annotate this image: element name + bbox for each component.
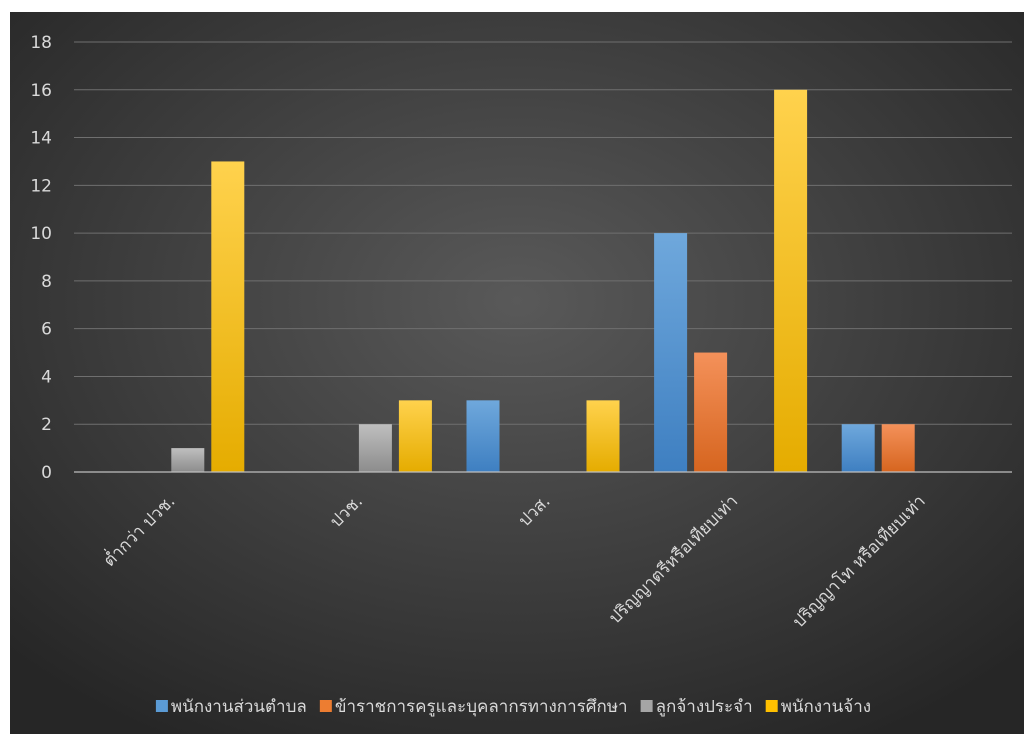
y-tick-label: 10 xyxy=(30,224,52,244)
legend-label: ข้าราชการครูและบุคลากรทางการศึกษา xyxy=(335,697,628,717)
bar-4-4 xyxy=(774,89,808,473)
y-tick-label: 12 xyxy=(30,176,52,196)
plot-background xyxy=(10,12,1024,734)
y-tick-label: 6 xyxy=(41,320,52,340)
legend-label: พนักงานจ้าง xyxy=(781,697,871,717)
legend-item: พนักงานจ้าง xyxy=(765,697,871,717)
y-tick-label: 14 xyxy=(30,129,52,149)
legend-label: ลูกจ้างประจำ xyxy=(656,697,753,717)
y-tick-label: 18 xyxy=(30,33,52,53)
legend-item: พนักงานส่วนตำบล xyxy=(155,697,307,717)
bar-2-4 xyxy=(694,352,728,472)
bar-4-1 xyxy=(211,161,245,472)
legend-item: ข้าราชการครูและบุคลากรทางการศึกษา xyxy=(319,697,628,717)
legend-swatch xyxy=(155,700,168,712)
bar-4-2 xyxy=(398,400,432,472)
legend-swatch xyxy=(765,700,778,712)
bar-3-2 xyxy=(358,424,392,472)
y-tick-label: 16 xyxy=(30,81,52,101)
legend-swatch xyxy=(319,700,332,712)
y-tick-label: 2 xyxy=(41,415,52,435)
legend-label: พนักงานส่วนตำบล xyxy=(171,697,307,717)
y-tick-label: 8 xyxy=(41,272,52,292)
y-tick-label: 0 xyxy=(41,463,52,483)
bar-1-3 xyxy=(466,400,500,472)
y-tick-label: 4 xyxy=(41,367,52,387)
bar-1-5 xyxy=(841,424,875,472)
legend-item: ลูกจ้างประจำ xyxy=(640,697,753,717)
bar-4-3 xyxy=(586,400,620,472)
bar-3-1 xyxy=(171,448,205,472)
legend-swatch xyxy=(640,700,653,712)
bar-1-4 xyxy=(654,233,688,472)
bar-2-5 xyxy=(881,424,915,472)
